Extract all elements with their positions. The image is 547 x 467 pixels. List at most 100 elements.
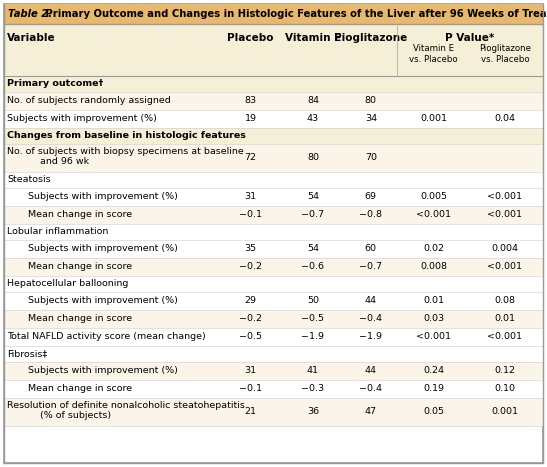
Text: 47: 47 [365, 408, 377, 417]
Text: −0.3: −0.3 [301, 384, 324, 394]
Text: Primary Outcome and Changes in Histologic Features of the Liver after 96 Weeks o: Primary Outcome and Changes in Histologi… [42, 9, 547, 19]
Text: <0.001: <0.001 [487, 333, 522, 341]
Text: −0.2: −0.2 [239, 314, 262, 324]
Text: 41: 41 [307, 367, 319, 375]
Text: −0.4: −0.4 [359, 314, 382, 324]
Text: 0.08: 0.08 [494, 297, 515, 305]
Text: 0.12: 0.12 [494, 367, 515, 375]
Bar [4, 4, 543, 24]
Text: Lobular inflammation: Lobular inflammation [7, 227, 108, 236]
Bar [4, 172, 543, 188]
Text: Subjects with improvement (%): Subjects with improvement (%) [28, 367, 178, 375]
Text: and 96 wk: and 96 wk [40, 157, 89, 167]
Text: −0.7: −0.7 [301, 211, 324, 219]
Text: 0.001: 0.001 [491, 408, 519, 417]
Bar [4, 398, 543, 426]
Text: −0.1: −0.1 [239, 384, 262, 394]
Text: 70: 70 [365, 154, 377, 163]
Text: −1.9: −1.9 [359, 333, 382, 341]
Bar [4, 92, 543, 110]
Text: −0.2: −0.2 [239, 262, 262, 271]
Bar [4, 346, 543, 362]
Text: 36: 36 [307, 408, 319, 417]
Bar [4, 328, 543, 346]
Text: Total NAFLD activity score (mean change): Total NAFLD activity score (mean change) [7, 333, 206, 341]
Text: <0.001: <0.001 [416, 333, 451, 341]
Text: 0.24: 0.24 [423, 367, 444, 375]
Text: Mean change in score: Mean change in score [28, 211, 132, 219]
Text: 72: 72 [245, 154, 257, 163]
Text: 80: 80 [365, 97, 377, 106]
Text: 84: 84 [307, 97, 319, 106]
Text: Subjects with improvement (%): Subjects with improvement (%) [7, 114, 157, 123]
Text: −0.6: −0.6 [301, 262, 324, 271]
Text: <0.001: <0.001 [487, 211, 522, 219]
Text: 43: 43 [307, 114, 319, 123]
Text: <0.001: <0.001 [487, 262, 522, 271]
Text: 83: 83 [245, 97, 257, 106]
Text: 35: 35 [245, 245, 257, 254]
Text: Table 2.: Table 2. [8, 9, 52, 19]
Text: −0.5: −0.5 [301, 314, 324, 324]
Text: 50: 50 [307, 297, 319, 305]
Bar [4, 240, 543, 258]
Text: 21: 21 [245, 408, 257, 417]
Text: 80: 80 [307, 154, 319, 163]
Text: No. of subjects with biopsy specimens at baseline: No. of subjects with biopsy specimens at… [7, 148, 244, 156]
Text: 29: 29 [245, 297, 257, 305]
Text: Changes from baseline in histologic features: Changes from baseline in histologic feat… [7, 132, 246, 141]
Text: 0.19: 0.19 [423, 384, 444, 394]
Bar [4, 76, 543, 92]
Text: 31: 31 [245, 192, 257, 201]
Text: 0.03: 0.03 [423, 314, 444, 324]
Text: Steatosis: Steatosis [7, 176, 51, 184]
Text: <0.001: <0.001 [487, 192, 522, 201]
Bar [4, 310, 543, 328]
Text: 19: 19 [245, 114, 257, 123]
Bar [4, 110, 543, 128]
Text: Vitamin E
vs. Placebo: Vitamin E vs. Placebo [410, 44, 458, 64]
Text: 0.001: 0.001 [420, 114, 447, 123]
Text: 0.10: 0.10 [494, 384, 515, 394]
Text: 0.01: 0.01 [423, 297, 444, 305]
Text: 31: 31 [245, 367, 257, 375]
Text: 69: 69 [365, 192, 377, 201]
Text: Mean change in score: Mean change in score [28, 314, 132, 324]
Text: No. of subjects randomly assigned: No. of subjects randomly assigned [7, 97, 171, 106]
Text: 44: 44 [365, 297, 377, 305]
Text: 0.004: 0.004 [491, 245, 519, 254]
Text: Resolution of definite nonalcoholic steatohepatitis: Resolution of definite nonalcoholic stea… [7, 402, 245, 410]
Text: Vitamin E: Vitamin E [285, 33, 341, 43]
Bar [4, 144, 543, 172]
Text: 0.05: 0.05 [423, 408, 444, 417]
Bar [4, 276, 543, 292]
Text: Variable: Variable [7, 33, 56, 43]
Text: <0.001: <0.001 [416, 211, 451, 219]
Bar [4, 362, 543, 380]
Text: −0.1: −0.1 [239, 211, 262, 219]
Text: 0.04: 0.04 [494, 114, 515, 123]
Text: P Value*: P Value* [445, 33, 494, 43]
Text: Subjects with improvement (%): Subjects with improvement (%) [28, 192, 178, 201]
Text: −0.5: −0.5 [239, 333, 262, 341]
Text: Pioglitazone: Pioglitazone [334, 33, 408, 43]
Text: 60: 60 [365, 245, 377, 254]
Text: −1.9: −1.9 [301, 333, 324, 341]
Text: −0.7: −0.7 [359, 262, 382, 271]
Text: 44: 44 [365, 367, 377, 375]
Text: −0.4: −0.4 [359, 384, 382, 394]
Text: Pioglitazone
vs. Placebo: Pioglitazone vs. Placebo [479, 44, 531, 64]
Text: Placebo: Placebo [227, 33, 274, 43]
Text: Subjects with improvement (%): Subjects with improvement (%) [28, 245, 178, 254]
Bar [4, 224, 543, 240]
Text: 54: 54 [307, 245, 319, 254]
Bar [4, 380, 543, 398]
Text: 0.02: 0.02 [423, 245, 444, 254]
Text: Mean change in score: Mean change in score [28, 262, 132, 271]
Bar [4, 188, 543, 206]
Bar [4, 24, 543, 76]
Text: −0.8: −0.8 [359, 211, 382, 219]
Text: Mean change in score: Mean change in score [28, 384, 132, 394]
Text: 34: 34 [365, 114, 377, 123]
Text: (% of subjects): (% of subjects) [40, 411, 111, 420]
